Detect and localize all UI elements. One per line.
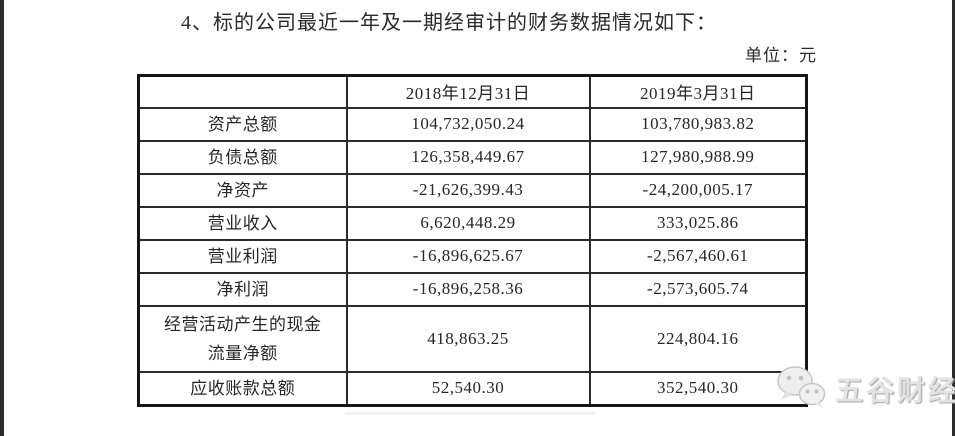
value-2019: -2,567,460.61 — [588, 238, 808, 274]
header-cell-date-2018: 2018年12月31日 — [345, 74, 591, 109]
value-2018: 418,863.25 — [345, 304, 591, 373]
page-right-edge-bar — [952, 0, 955, 436]
row-label: 净利润 — [137, 271, 348, 307]
value-2019: 103,780,983.82 — [588, 106, 808, 142]
financial-data-table: 2018年12月31日 2019年3月31日 资产总额 104,732,050.… — [137, 74, 808, 407]
table-row: 净利润 -16,896,258.36 -2,573,605.74 — [137, 271, 808, 307]
table-row: 营业利润 -16,896,625.67 -2,567,460.61 — [137, 238, 808, 274]
row-label: 资产总额 — [137, 106, 348, 142]
row-label: 营业利润 — [137, 238, 348, 274]
row-label: 净资产 — [137, 172, 348, 208]
table-row: 应收账款总额 52,540.30 352,540.30 — [137, 370, 808, 407]
row-label: 营业收入 — [137, 205, 348, 241]
value-2019: 352,540.30 — [588, 370, 808, 407]
value-2018: 104,732,050.24 — [345, 106, 591, 142]
table-row: 经营活动产生的现金流量净额 418,863.25 224,804.16 — [137, 304, 808, 373]
value-2019: 224,804.16 — [588, 304, 808, 373]
table-row: 营业收入 6,620,448.29 333,025.86 — [137, 205, 808, 241]
wechat-icon — [775, 364, 827, 415]
table-row: 净资产 -21,626,399.43 -24,200,005.17 — [137, 172, 808, 208]
row-label: 负债总额 — [137, 139, 348, 175]
value-2018: -16,896,625.67 — [345, 238, 591, 274]
row-label: 应收账款总额 — [137, 370, 348, 407]
table-header-row: 2018年12月31日 2019年3月31日 — [137, 74, 808, 109]
watermark: 五谷财经 — [775, 364, 955, 414]
value-2019: 127,980,988.99 — [588, 139, 808, 175]
value-2018: -21,626,399.43 — [345, 172, 591, 208]
header-cell-date-2019: 2019年3月31日 — [588, 74, 808, 109]
row-label: 经营活动产生的现金流量净额 — [137, 304, 348, 373]
value-2018: 52,540.30 — [345, 370, 591, 407]
section-heading: 4、标的公司最近一年及一期经审计的财务数据情况如下： — [181, 12, 717, 34]
scan-shadow-artifact — [345, 412, 595, 415]
unit-label: 单位：元 — [745, 46, 817, 65]
value-2018: 6,620,448.29 — [345, 205, 591, 241]
value-2018: -16,896,258.36 — [345, 271, 591, 307]
value-2019: -2,573,605.74 — [588, 271, 808, 307]
watermark-text: 五谷财经 — [835, 375, 955, 406]
value-2019: 333,025.86 — [588, 205, 808, 241]
table-row: 负债总额 126,358,449.67 127,980,988.99 — [137, 139, 808, 175]
page-left-edge-bar — [0, 0, 4, 436]
table-row: 资产总额 104,732,050.24 103,780,983.82 — [137, 106, 808, 142]
value-2018: 126,358,449.67 — [345, 139, 591, 175]
header-cell-empty — [137, 74, 348, 109]
value-2019: -24,200,005.17 — [588, 172, 808, 208]
